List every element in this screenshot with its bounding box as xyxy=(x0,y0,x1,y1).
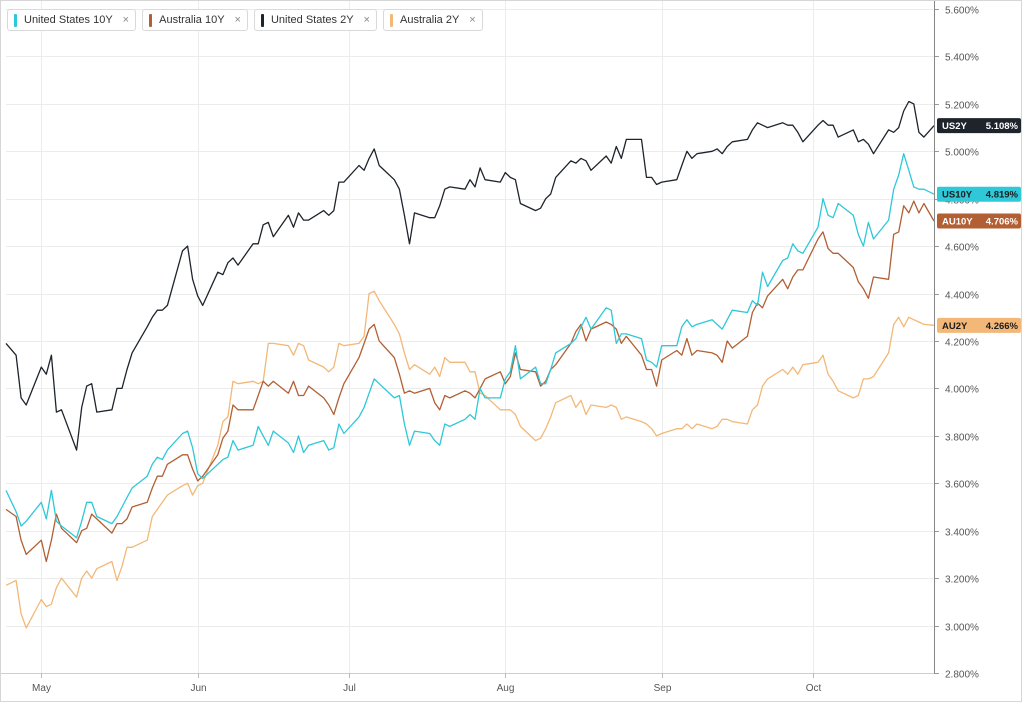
value-tag-value: 4.706% xyxy=(986,217,1019,228)
series-line-us2y xyxy=(5,100,935,451)
legend-chip-us10y[interactable]: United States 10Y × xyxy=(7,9,137,31)
series-line-us10y xyxy=(5,153,935,539)
legend-chip-us2y[interactable]: United States 2Y × xyxy=(253,9,377,31)
series-line-au10y xyxy=(5,200,935,563)
legend-chip-au2y[interactable]: Australia 2Y × xyxy=(382,9,483,31)
x-tick-label: Jun xyxy=(190,683,206,694)
y-tick-label: 3.800% xyxy=(945,433,979,444)
legend-swatch xyxy=(389,13,393,27)
x-tick-label: Oct xyxy=(806,683,822,694)
y-tick-label: 5.000% xyxy=(945,148,979,159)
series-lines xyxy=(5,100,935,629)
series-line-au2y xyxy=(5,290,935,629)
y-tick-label: 3.400% xyxy=(945,528,979,539)
y-tick-label: 5.600% xyxy=(945,6,979,17)
x-axis: May Jun Jul Aug Sep Oct xyxy=(1,673,934,694)
value-tag-bg xyxy=(937,118,1021,134)
value-tag-name: US10Y xyxy=(942,190,973,201)
legend-label: Australia 2Y xyxy=(399,14,460,26)
value-tag-au10y: AU10Y 4.706% xyxy=(937,213,1021,229)
y-tick-label: 4.600% xyxy=(945,243,979,254)
legend-swatch xyxy=(260,13,264,27)
value-tag-name: AU2Y xyxy=(942,321,968,332)
legend-swatch xyxy=(149,13,153,27)
legend-label: United States 2Y xyxy=(270,14,354,26)
last-value-tags: US2Y 5.108% US10Y 4.819% AU10Y 4.706% AU2Y 4.26… xyxy=(937,118,1021,333)
value-tag-bg xyxy=(937,186,1021,202)
x-tick-label: Aug xyxy=(497,683,515,694)
legend: United States 10Y × Australia 10Y × Unit… xyxy=(7,9,483,31)
y-tick-label: 5.200% xyxy=(945,101,979,112)
value-tag-us10y: US10Y 4.819% xyxy=(937,186,1021,202)
y-tick-label: 4.000% xyxy=(945,385,979,396)
y-tick-label: 5.400% xyxy=(945,53,979,64)
y-tick-label: 3.200% xyxy=(945,575,979,586)
value-tag-bg xyxy=(937,213,1021,229)
close-icon[interactable]: × xyxy=(234,14,241,26)
y-axis: 2.800% 3.000% 3.200% 3.400% 3.600% 3.800% 4.00… xyxy=(934,1,979,681)
value-tag-us2y: US2Y 5.108% xyxy=(937,118,1021,134)
y-tick-label: 2.800% xyxy=(945,670,979,681)
legend-label: United States 10Y xyxy=(24,14,113,26)
legend-label: Australia 10Y xyxy=(159,14,225,26)
value-tag-bg xyxy=(937,317,1021,333)
x-tick-label: Sep xyxy=(654,683,672,694)
y-tick-label: 4.200% xyxy=(945,338,979,349)
y-tick-label: 3.600% xyxy=(945,480,979,491)
value-tag-value: 5.108% xyxy=(986,121,1019,132)
y-tick-label: 3.000% xyxy=(945,623,979,634)
value-tag-value: 4.819% xyxy=(986,190,1019,201)
value-tag-value: 4.266% xyxy=(986,321,1019,332)
close-icon[interactable]: × xyxy=(469,14,476,26)
close-icon[interactable]: × xyxy=(122,14,130,26)
x-tick-label: May xyxy=(32,683,51,694)
y-tick-label: 4.400% xyxy=(945,291,979,302)
x-tick-label: Jul xyxy=(343,683,356,694)
legend-chip-au10y[interactable]: Australia 10Y × xyxy=(142,9,248,31)
value-tag-au2y: AU2Y 4.266% xyxy=(937,317,1021,333)
close-icon[interactable]: × xyxy=(363,14,370,26)
legend-swatch xyxy=(14,13,17,27)
value-tag-name: AU10Y xyxy=(942,217,973,228)
value-tag-name: US2Y xyxy=(942,121,967,132)
grid xyxy=(6,1,934,674)
